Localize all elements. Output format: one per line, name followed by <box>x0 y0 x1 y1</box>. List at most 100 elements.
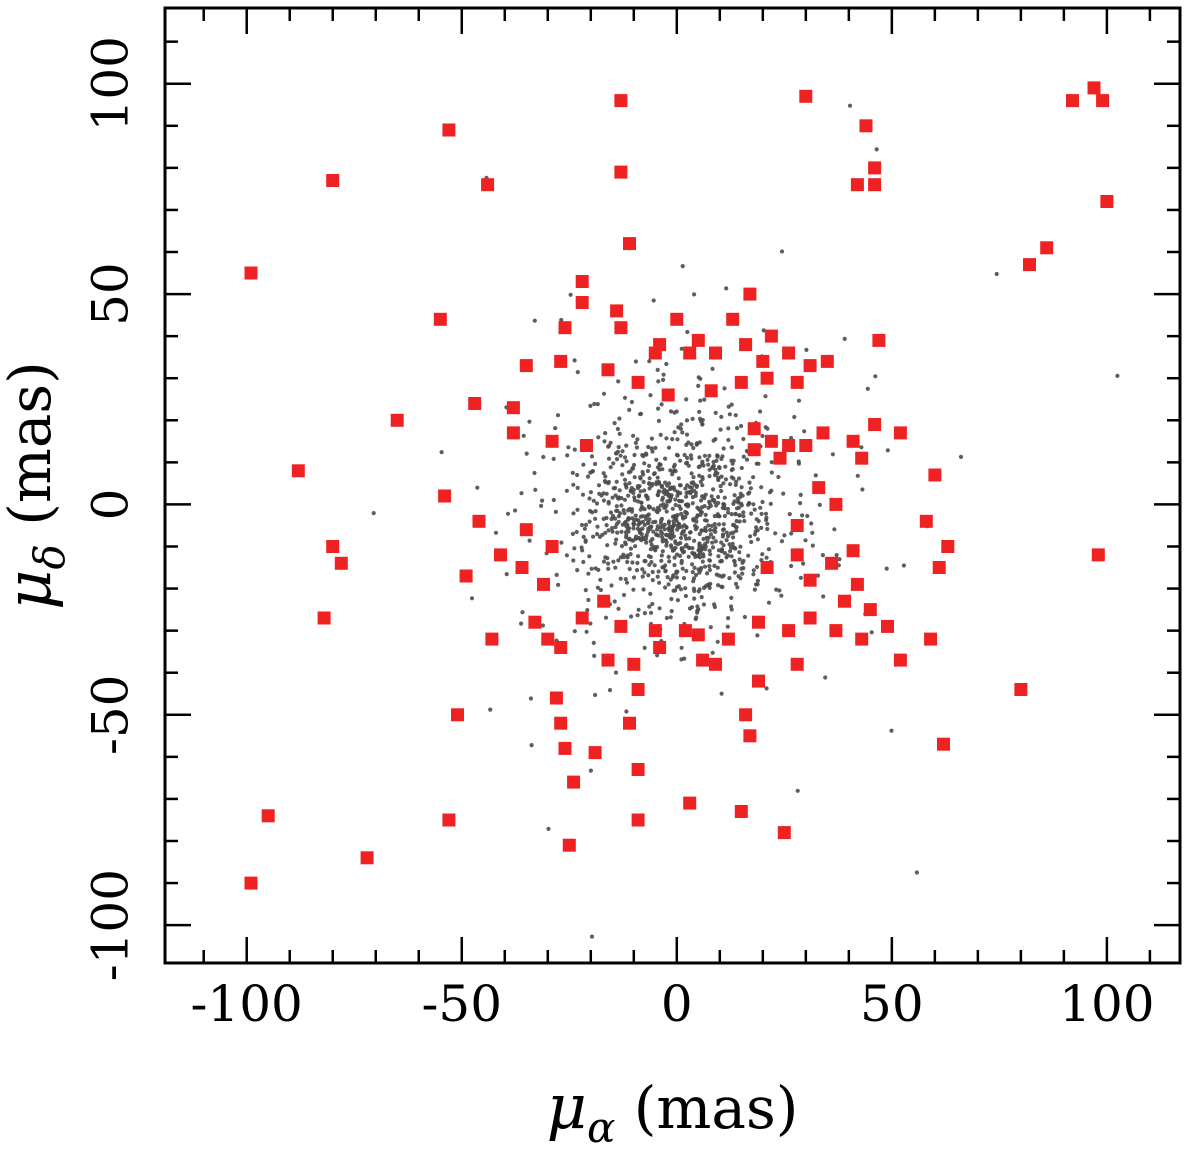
red-data-point <box>932 561 946 574</box>
gray-data-point <box>584 629 589 634</box>
gray-data-point <box>697 473 702 478</box>
gray-data-point <box>627 407 632 412</box>
red-data-point <box>941 540 955 553</box>
gray-data-point <box>744 457 750 462</box>
gray-data-point <box>765 426 770 431</box>
gray-data-point <box>610 526 615 531</box>
gray-data-point <box>631 575 637 580</box>
gray-data-point <box>657 489 662 494</box>
gray-data-point <box>513 508 518 513</box>
gray-data-point <box>752 587 758 592</box>
red-data-point <box>390 413 404 427</box>
red-data-point <box>782 624 796 638</box>
gray-data-point <box>764 517 769 523</box>
gray-data-point <box>727 576 732 581</box>
gray-data-point <box>647 476 652 481</box>
gray-data-point <box>889 728 894 733</box>
red-data-point <box>575 275 589 288</box>
gray-data-point <box>603 474 608 479</box>
gray-data-point <box>685 483 690 488</box>
gray-data-point <box>677 553 683 559</box>
gray-data-point <box>633 359 639 364</box>
gray-data-point <box>673 469 678 474</box>
gray-data-point <box>689 485 694 490</box>
gray-data-point <box>701 536 706 542</box>
gray-data-point <box>699 528 704 533</box>
gray-data-point <box>645 468 651 474</box>
gray-data-point <box>672 563 677 568</box>
gray-data-point <box>691 576 697 581</box>
gray-data-point <box>590 469 595 474</box>
gray-data-point <box>668 409 674 414</box>
gray-data-point <box>715 565 720 570</box>
gray-data-point <box>649 436 655 441</box>
gray-data-point <box>572 358 577 363</box>
gray-data-point <box>612 421 617 426</box>
red-data-point <box>575 611 589 625</box>
red-data-point <box>696 653 710 667</box>
gray-data-point <box>676 476 681 481</box>
gray-data-point <box>914 870 920 875</box>
gray-data-point <box>634 517 639 522</box>
gray-data-point <box>527 419 532 424</box>
gray-data-point <box>648 547 653 552</box>
gray-data-point <box>670 506 675 511</box>
red-data-point <box>244 876 258 890</box>
gray-data-point <box>646 504 651 509</box>
axis-titles: μα (mas)μδ (mas) <box>0 361 798 1152</box>
red-data-point <box>747 422 761 436</box>
gray-data-point <box>617 488 622 493</box>
gray-data-point <box>644 534 649 540</box>
red-data-point <box>709 346 722 360</box>
red-data-point <box>433 312 447 326</box>
red-data-point <box>653 641 667 654</box>
gray-data-point <box>726 404 731 409</box>
gray-data-point <box>741 514 746 519</box>
gray-data-point <box>798 492 803 497</box>
gray-data-point <box>733 563 738 568</box>
gray-data-point <box>722 502 727 507</box>
gray-data-point <box>697 409 702 414</box>
gray-data-point <box>684 525 689 530</box>
gray-data-point <box>751 502 756 507</box>
gray-data-point <box>611 559 616 564</box>
gray-data-point <box>884 566 889 571</box>
gray-data-point <box>625 559 630 565</box>
gray-data-point <box>722 386 727 391</box>
gray-data-point <box>698 498 704 503</box>
gray-data-point <box>664 532 669 538</box>
gray-data-point <box>627 526 632 531</box>
red-data-point <box>893 426 907 440</box>
red-data-point <box>726 312 740 326</box>
gray-data-point <box>648 539 653 544</box>
gray-data-point <box>600 532 605 537</box>
gray-data-point <box>718 484 723 489</box>
gray-data-point <box>638 412 643 417</box>
gray-data-point <box>660 467 665 472</box>
gray-data-point <box>571 511 576 516</box>
gray-data-point <box>689 605 695 610</box>
gray-data-point <box>678 491 683 496</box>
gray-data-point <box>606 561 611 566</box>
gray-data-point <box>701 602 707 607</box>
gray-data-point <box>865 386 870 391</box>
gray-data-point <box>680 514 686 519</box>
gray-data-point <box>661 372 666 377</box>
gray-data-point <box>605 556 610 561</box>
gray-data-point <box>519 491 524 496</box>
gray-data-point <box>725 624 730 629</box>
gray-data-point <box>741 454 746 459</box>
gray-data-point <box>690 562 695 567</box>
gray-data-point <box>532 318 537 323</box>
gray-data-point <box>635 499 641 504</box>
gray-data-point <box>729 475 734 480</box>
gray-data-point <box>655 475 660 480</box>
gray-data-point <box>686 545 692 550</box>
gray-data-point <box>730 461 735 466</box>
gray-data-point <box>682 452 687 458</box>
gray-data-point <box>635 484 640 489</box>
gray-data-point <box>665 483 670 488</box>
gray-data-point <box>728 549 733 554</box>
gray-data-point <box>731 501 736 506</box>
gray-data-point <box>601 559 607 564</box>
